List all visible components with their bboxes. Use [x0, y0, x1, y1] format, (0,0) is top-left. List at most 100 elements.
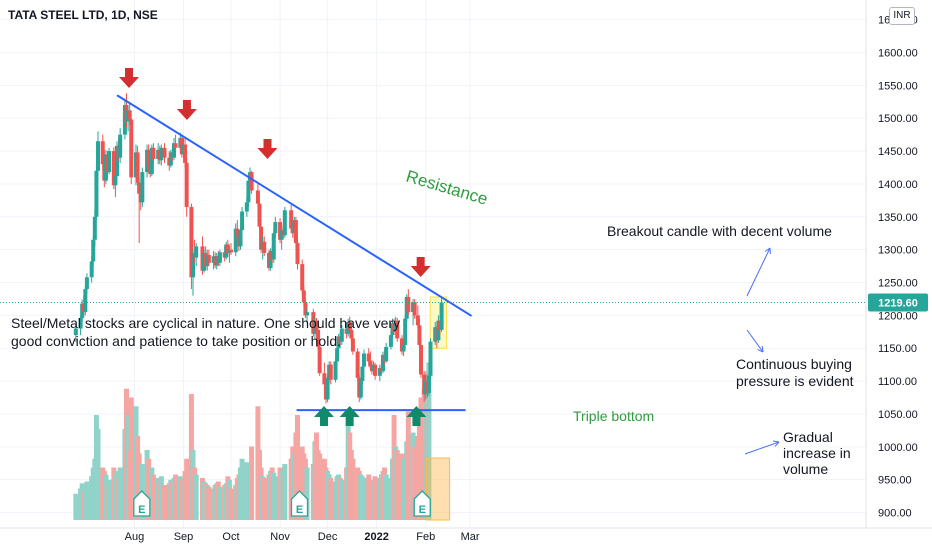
- time-tick-label: Mar: [461, 531, 480, 543]
- price-tick-label: 1350.00: [878, 212, 918, 224]
- candle-body: [339, 328, 344, 342]
- volume-bar: [128, 397, 134, 520]
- earnings-marker-label: E: [138, 504, 145, 516]
- volume-bar: [339, 479, 345, 520]
- candle-body: [140, 172, 145, 203]
- buying-note-line1: Continuous buying: [736, 356, 852, 372]
- candle-body: [259, 226, 264, 250]
- time-tick-label: Aug: [125, 531, 145, 543]
- price-axis-bg: [866, 0, 932, 550]
- candle-body: [107, 151, 112, 173]
- candle-body: [96, 141, 101, 171]
- price-tick-label: 1200.00: [878, 310, 918, 322]
- candle-body: [322, 373, 327, 385]
- candle-body: [111, 151, 116, 186]
- candle-body: [137, 182, 142, 194]
- earnings-marker-label: E: [419, 504, 426, 516]
- candle-body: [91, 239, 96, 262]
- last-price-label: 1219.60: [878, 297, 918, 309]
- candle-body: [73, 328, 78, 336]
- candle-body: [335, 348, 340, 362]
- candle-body: [358, 381, 363, 398]
- candle-body: [395, 320, 400, 339]
- cyclical-note-line2: good conviction and patience to take pos…: [11, 333, 341, 349]
- candle-body: [428, 341, 433, 376]
- up-arrow-icon: [339, 406, 360, 426]
- candle-body: [83, 289, 88, 313]
- candle-body: [293, 220, 298, 244]
- candle-body: [118, 134, 123, 158]
- price-tick-label: 1150.00: [878, 343, 917, 355]
- candle-body: [217, 252, 222, 263]
- candle-body: [149, 147, 154, 175]
- candle-body: [304, 312, 309, 316]
- volume-bar: [350, 458, 356, 520]
- price-tick-label: 1100.00: [878, 376, 917, 388]
- candle-body: [135, 152, 140, 183]
- candle-body: [316, 329, 321, 347]
- symbol-title: TATA STEEL LTD, 1D, NSE: [8, 8, 158, 22]
- candle-body: [162, 147, 167, 158]
- candle-body: [151, 147, 156, 159]
- volume-bar: [328, 478, 334, 520]
- time-tick-label: Nov: [270, 531, 290, 543]
- candle-body: [333, 361, 338, 380]
- time-tick-label: Dec: [318, 531, 338, 543]
- candle-body: [228, 249, 233, 253]
- volume-bar: [73, 493, 79, 520]
- volume-bar: [158, 476, 164, 520]
- candle-body: [113, 176, 118, 186]
- up-arrow-icon: [313, 406, 334, 426]
- resistance-line: [116, 94, 473, 317]
- candle-body: [368, 361, 373, 367]
- candle-body: [238, 229, 243, 247]
- currency-button[interactable]: INR: [889, 7, 915, 25]
- candle-body: [78, 318, 83, 329]
- candle-body: [336, 336, 341, 349]
- volume-bar: [84, 481, 90, 520]
- volume-bar: [412, 446, 418, 520]
- volume-bar: [161, 485, 167, 520]
- candle-body: [366, 353, 371, 362]
- down-arrow-icon: [410, 257, 431, 277]
- earnings-marker-icon: [133, 490, 151, 517]
- candle-body: [257, 203, 262, 227]
- candle-body: [328, 364, 333, 380]
- volume-bar: [193, 474, 199, 520]
- candle-body: [439, 302, 444, 330]
- cyclical-note-line1: Steel/Metal stocks are cyclical in natur…: [11, 315, 400, 331]
- price-tick-label: 1450.00: [878, 146, 918, 158]
- candle-body: [249, 172, 254, 191]
- candle-body: [401, 344, 406, 352]
- candle-body: [190, 252, 195, 278]
- volume-bar: [383, 474, 389, 520]
- volume-pointer: [744, 441, 780, 455]
- candle-body: [347, 321, 352, 330]
- price-tick-label: 900.00: [878, 508, 912, 520]
- volume-bar: [272, 476, 278, 520]
- candle-body: [361, 353, 366, 367]
- candle-body: [373, 364, 378, 376]
- candle-body: [303, 302, 308, 316]
- volume-bar: [394, 450, 400, 520]
- candle-body: [255, 190, 260, 204]
- candle-body: [412, 302, 417, 316]
- candle-body: [388, 335, 393, 347]
- candle-body: [183, 144, 188, 163]
- breakout-note: Breakout candle with decent volume: [607, 223, 832, 239]
- time-tick-label: Feb: [416, 531, 435, 543]
- resistance-label: Resistance: [404, 167, 490, 209]
- volume-note-line3: volume: [783, 461, 828, 477]
- time-tick-label: Sep: [174, 531, 194, 543]
- candle-body: [244, 202, 249, 212]
- volume-pointer-head: [772, 440, 780, 447]
- candle-body: [173, 143, 178, 148]
- candle-body: [289, 210, 294, 229]
- candle-body: [235, 228, 240, 237]
- up-arrow-icon: [406, 406, 427, 426]
- candle-body: [418, 344, 423, 375]
- candle-body: [171, 143, 176, 158]
- volume-bar: [372, 476, 378, 520]
